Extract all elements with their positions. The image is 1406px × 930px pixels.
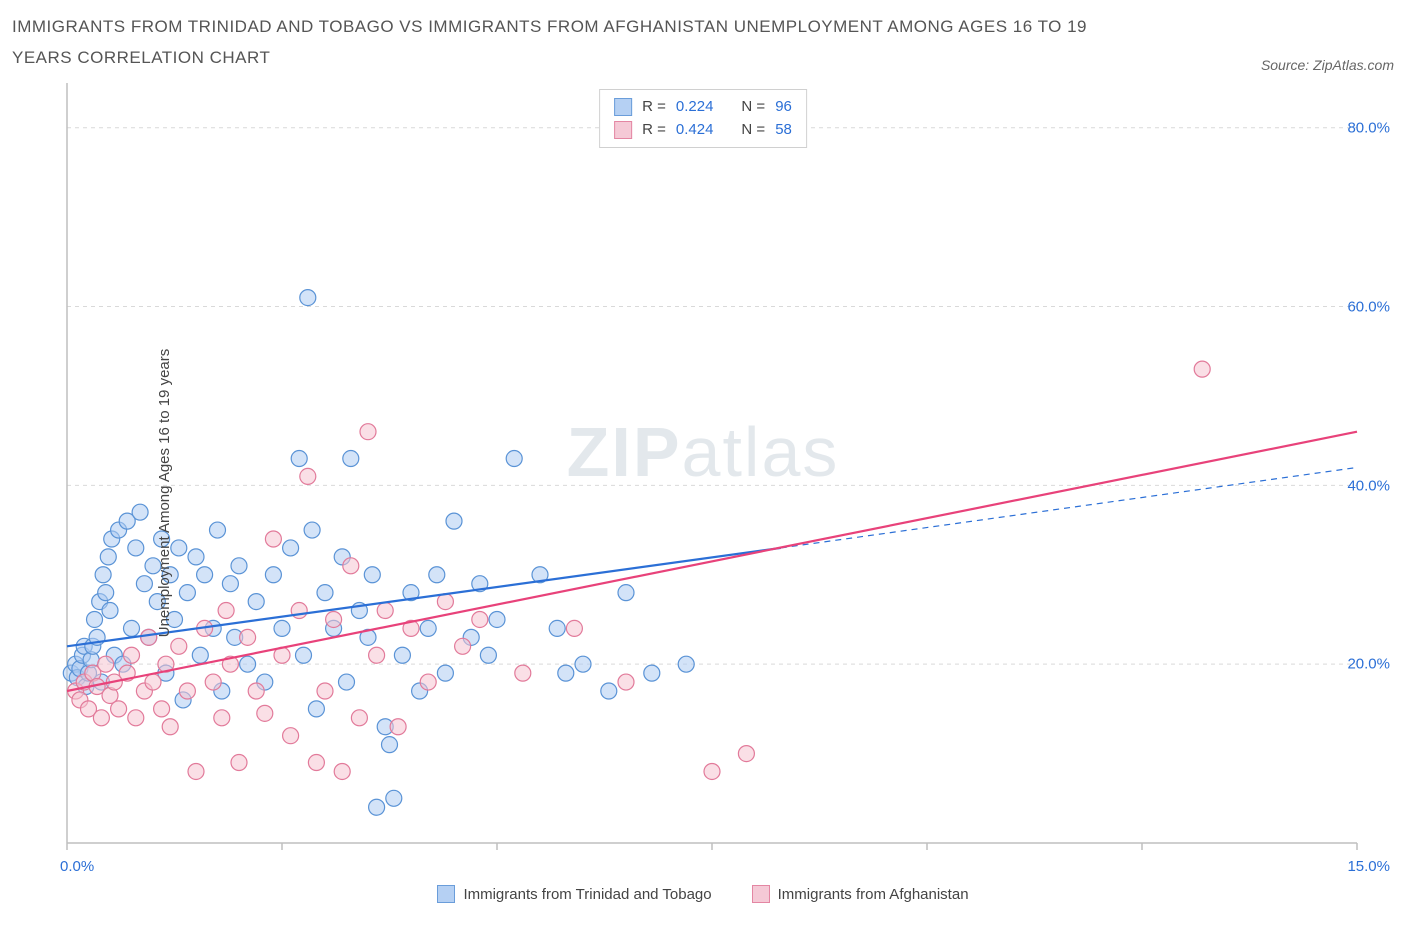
legend-label-1: Immigrants from Trinidad and Tobago	[463, 886, 711, 903]
swatch-series-1	[437, 885, 455, 903]
stats-row-series-2: R = 0.424 N = 58	[614, 119, 792, 142]
x-max-label: 15.0%	[1347, 858, 1390, 875]
stats-legend: R = 0.224 N = 96 R = 0.424 N = 58	[599, 89, 807, 148]
y-tick-label: 80.0%	[1347, 119, 1390, 136]
bottom-legend: Immigrants from Trinidad and Tobago Immi…	[12, 885, 1394, 903]
legend-label-2: Immigrants from Afghanistan	[778, 886, 969, 903]
chart-title: IMMIGRANTS FROM TRINIDAD AND TOBAGO VS I…	[12, 12, 1112, 73]
y-tick-label: 20.0%	[1347, 656, 1390, 673]
scatter-plot	[12, 83, 1394, 873]
y-axis-label: Unemployment Among Ages 16 to 19 years	[156, 349, 173, 638]
legend-item-1: Immigrants from Trinidad and Tobago	[437, 885, 711, 903]
y-tick-label: 60.0%	[1347, 298, 1390, 315]
legend-item-2: Immigrants from Afghanistan	[752, 885, 969, 903]
chart-container: Unemployment Among Ages 16 to 19 years Z…	[12, 83, 1394, 903]
swatch-series-1	[614, 98, 632, 116]
r-value-2: 0.424	[676, 119, 714, 142]
x-min-label: 0.0%	[60, 858, 94, 875]
stats-row-series-1: R = 0.224 N = 96	[614, 96, 792, 119]
n-value-1: 96	[775, 96, 792, 119]
swatch-series-2	[752, 885, 770, 903]
n-value-2: 58	[775, 119, 792, 142]
source-label: Source: ZipAtlas.com	[1261, 57, 1394, 73]
r-value-1: 0.224	[676, 96, 714, 119]
swatch-series-2	[614, 121, 632, 139]
y-tick-label: 40.0%	[1347, 477, 1390, 494]
